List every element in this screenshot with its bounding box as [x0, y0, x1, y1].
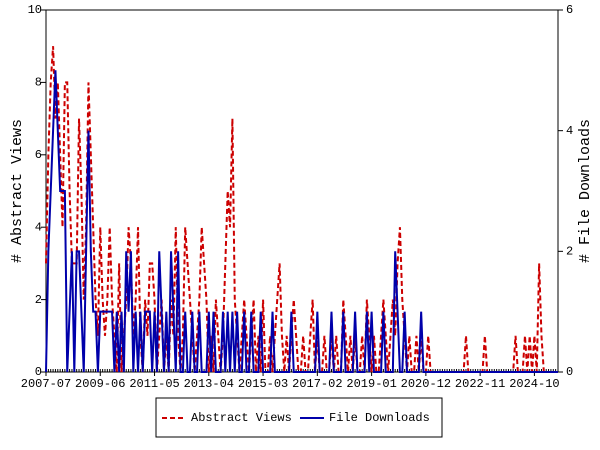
x-tick-label: 2013-04 [184, 377, 234, 391]
data-line [45, 70, 558, 373]
y-axis-label: # Abstract Views [9, 119, 26, 263]
y2-tick-label: 4 [566, 124, 573, 138]
x-tick-label: 2020-12 [401, 377, 451, 391]
y-tick-label: 2 [35, 293, 42, 307]
plot-frame [45, 9, 559, 373]
x-tick-label: 2009-06 [75, 377, 125, 391]
y-tick-label: 0 [35, 365, 42, 379]
legend-label: File Downloads [329, 411, 430, 425]
x-tick-label: 2024-10 [509, 377, 559, 391]
y-tick-label: 4 [35, 220, 42, 234]
y2-tick-label: 2 [566, 245, 573, 259]
y-tick-label: 8 [35, 76, 42, 90]
x-tick-label: 2015-03 [238, 377, 288, 391]
y2-axis-label: # File Downloads [577, 119, 594, 263]
x-tick-label: 2022-11 [455, 377, 505, 391]
y-tick-label: 6 [35, 148, 42, 162]
legend-label: Abstract Views [191, 411, 292, 425]
x-tick-label: 2017-02 [292, 377, 342, 391]
x-tick-label: 2007-07 [21, 377, 71, 391]
x-tick-label: 2011-05 [129, 377, 179, 391]
y2-tick-label: 6 [566, 3, 573, 17]
y2-tick-label: 0 [566, 365, 573, 379]
y-tick-label: 10 [28, 3, 42, 17]
x-tick-label: 2019-01 [346, 377, 396, 391]
legend [155, 397, 443, 438]
